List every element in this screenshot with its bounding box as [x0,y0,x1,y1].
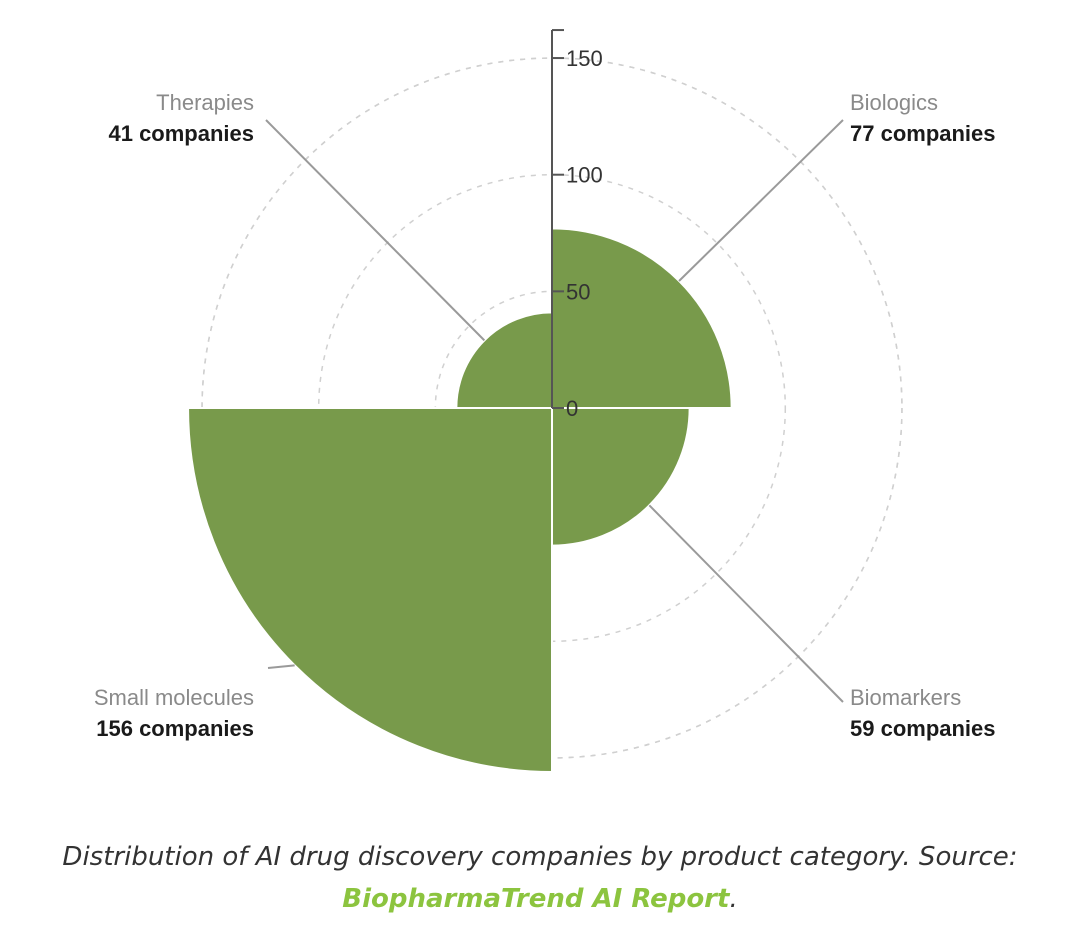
value-label-biomarkers: 59 companies [850,716,996,741]
source-link[interactable]: BiopharmaTrend AI Report [342,884,730,914]
bar-biomarkers [551,407,691,547]
leader-line-biologics [678,119,844,282]
leader-line-therapies [265,119,486,342]
caption-text: Distribution of AI drug discovery compan… [62,842,1018,872]
polar-bar-chart: 0 50 100 150 Biologics 77 companies Biomarker… [94,29,996,773]
value-label-therapies: 41 companies [108,121,254,146]
axis-tick-label-50: 50 [566,279,590,304]
axis-tick-label-0: 0 [566,396,578,421]
bar-therapies [455,311,553,409]
category-labels: Biologics 77 companies Biomarkers 59 compan… [94,90,996,741]
leader-line-biomarkers [648,504,844,703]
leader-line-small-molecules [267,664,295,669]
category-label-biomarkers: Biomarkers [850,685,961,710]
category-label-therapies: Therapies [156,90,254,115]
grid-circle-150 [201,57,903,759]
value-label-biologics: 77 companies [850,121,996,146]
radial-axis: 0 50 100 150 [551,29,603,421]
axis-tick-label-100: 100 [566,163,603,188]
axis-tick-label-150: 150 [566,46,603,71]
figure-caption: Distribution of AI drug discovery compan… [0,836,1080,920]
category-label-biologics: Biologics [850,90,938,115]
caption-end: . [729,884,738,914]
category-label-small-molecules: Small molecules [94,685,254,710]
value-label-small-molecules: 156 companies [96,716,254,741]
bars [187,227,733,773]
